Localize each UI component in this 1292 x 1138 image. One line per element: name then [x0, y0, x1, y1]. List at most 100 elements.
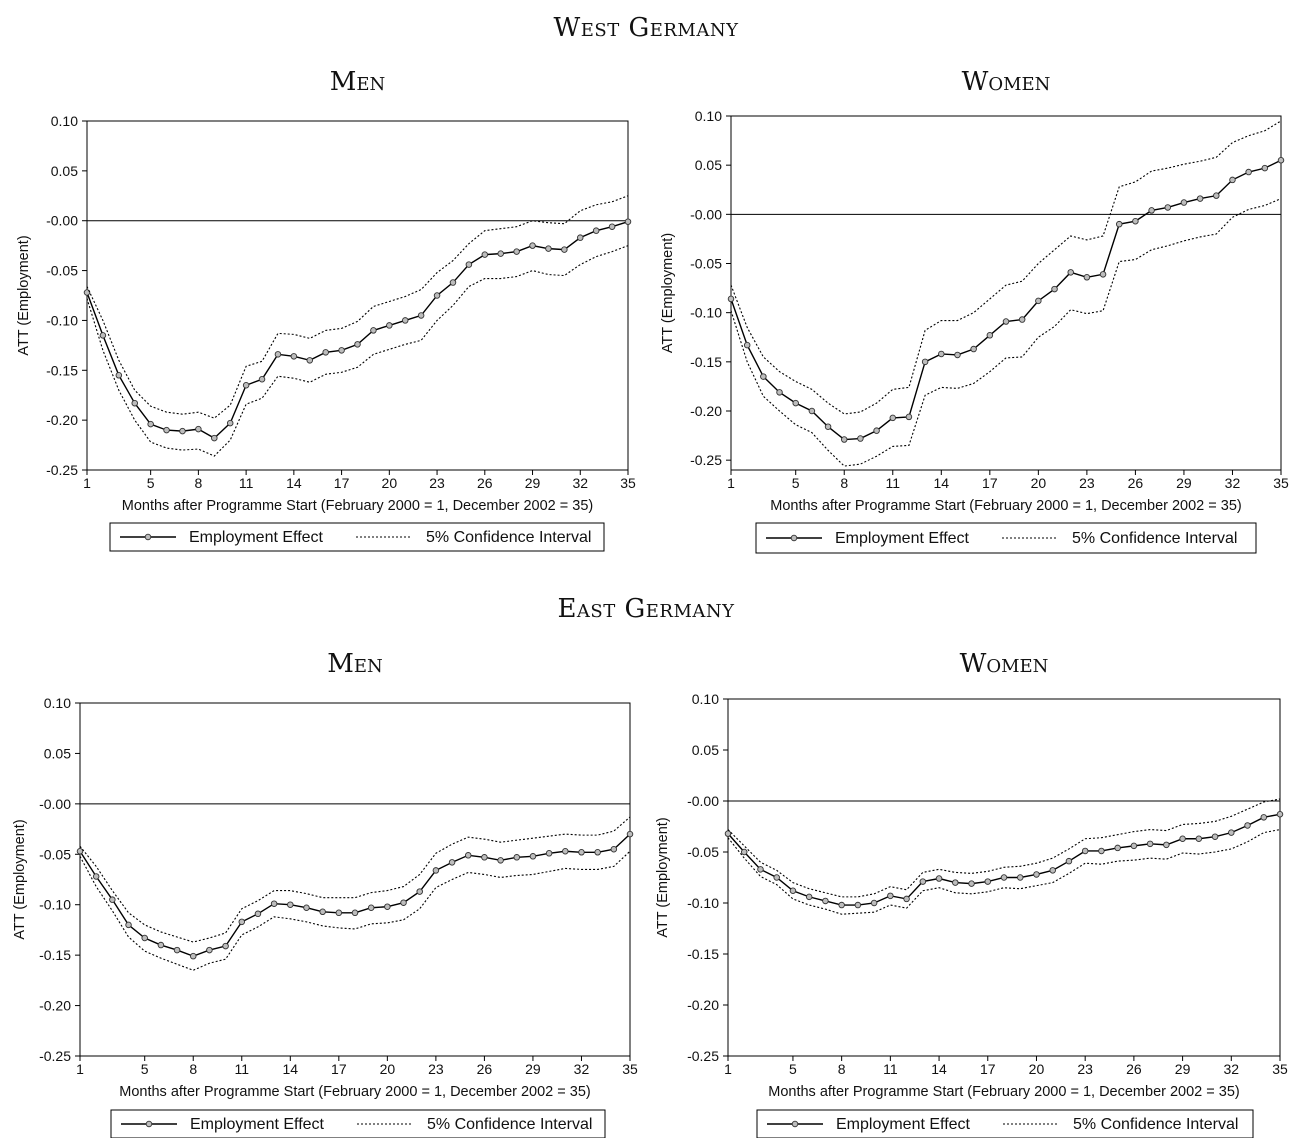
x-tick-label-west-women-9: 29	[1176, 475, 1192, 491]
data-point-east-women-2	[740, 848, 748, 856]
chart-west-women: Women 0.10 0.05 -0.00 -0.05 -0.10 -0.15 -0.20 -0…	[660, 67, 1289, 554]
data-point-west-men-35	[624, 218, 632, 225]
data-point-west-women-15	[954, 351, 961, 359]
data-point-east-men-23	[432, 867, 440, 874]
data-point-east-men-8	[189, 952, 197, 960]
data-point-west-women-35	[1277, 156, 1285, 164]
x-tick-label-east-men-1: 5	[141, 1061, 149, 1077]
data-point-west-women-8	[840, 436, 848, 443]
plot-frame-west-women	[730, 115, 1282, 471]
data-point-west-men-23	[433, 292, 441, 299]
y-axis-label-west-women: ATT (Employment)	[660, 233, 676, 353]
data-point-west-men-24	[449, 279, 457, 286]
data-point-east-men-25	[464, 852, 472, 859]
data-point-west-men-11	[242, 381, 250, 389]
y-tick-label-east-men-1: 0.05	[44, 745, 71, 761]
data-point-west-women-9	[857, 435, 864, 442]
chart-east-women: Women 0.10 0.05 -0.00 -0.05 -0.10 -0.15 -0.20 -0…	[655, 649, 1288, 1138]
y-tick-label-east-women-1: 0.05	[692, 742, 719, 758]
data-point-west-women-6	[808, 407, 816, 415]
data-point-east-women-15	[952, 879, 959, 886]
data-point-east-men-16	[319, 908, 326, 916]
data-point-east-men-3	[109, 896, 116, 903]
data-point-west-women-4	[776, 389, 783, 396]
x-tick-label-east-women-8: 26	[1126, 1061, 1142, 1077]
data-point-east-women-4	[773, 874, 780, 881]
data-point-east-women-32	[1228, 829, 1235, 836]
data-point-west-women-28	[1164, 204, 1172, 211]
legend-east-men: Employment Effect 5% Confidence Interval	[110, 1109, 606, 1138]
data-point-west-men-32	[577, 234, 584, 241]
data-point-east-men-29	[529, 853, 537, 860]
y-tick-label-east-women-0: 0.10	[692, 691, 719, 707]
data-point-west-men-33	[592, 227, 600, 234]
data-point-west-men-28	[513, 248, 520, 255]
data-point-east-women-29	[1179, 835, 1186, 842]
data-point-east-women-31	[1211, 833, 1219, 840]
data-point-west-women-30	[1196, 195, 1204, 202]
data-point-west-men-22	[417, 312, 425, 319]
y-tick-label-east-women-5: -0.15	[687, 946, 719, 962]
data-point-west-men-2	[99, 332, 107, 339]
data-point-east-men-24	[448, 859, 456, 866]
data-point-west-men-13	[274, 351, 282, 358]
legend-label-effect-east-men: Employment Effect	[190, 1116, 325, 1133]
plot-frame-west-men	[86, 120, 629, 471]
x-tick-label-east-men-5: 17	[331, 1061, 347, 1077]
x-tick-label-west-men-9: 29	[525, 475, 541, 491]
x-tick-label-east-women-7: 23	[1077, 1061, 1093, 1077]
ci-line-east-men-1	[79, 816, 631, 943]
data-point-west-women-10	[873, 427, 880, 434]
ci-line-east-men-2	[79, 850, 631, 971]
data-point-east-men-9	[206, 946, 213, 954]
data-point-east-women-5	[789, 887, 797, 895]
data-point-east-women-33	[1244, 822, 1251, 829]
data-point-east-men-28	[513, 854, 521, 861]
data-point-west-men-14	[290, 353, 298, 360]
y-tick-label-west-women-1: 0.05	[695, 157, 722, 173]
legend-label-ci-west-men: 5% Confidence Interval	[426, 529, 591, 546]
x-tick-label-west-women-4: 14	[934, 475, 950, 491]
data-point-east-men-15	[303, 904, 310, 911]
data-point-east-men-30	[545, 850, 553, 857]
y-tick-label-east-women-4: -0.10	[687, 895, 719, 911]
x-tick-label-east-men-8: 26	[477, 1061, 493, 1077]
y-tick-label-west-women-2: -0.00	[690, 206, 722, 222]
data-point-west-women-17	[986, 332, 994, 339]
data-point-east-men-27	[497, 857, 504, 864]
data-point-west-women-26	[1132, 217, 1139, 225]
data-point-east-women-28	[1163, 841, 1170, 849]
legend-west-men: Employment Effect 5% Confidence Interval	[109, 522, 605, 552]
legend-label-effect-west-men: Employment Effect	[189, 529, 324, 546]
x-tick-label-east-women-5: 17	[980, 1061, 996, 1077]
y-axis-label-east-men: ATT (Employment)	[12, 819, 28, 939]
x-axis-label-west-women: Months after Programme Start (February 2…	[770, 498, 1241, 514]
y-tick-label-west-women-7: -0.25	[690, 452, 722, 468]
x-axis-label-west-men: Months after Programme Start (February 2…	[122, 498, 593, 514]
effect-line-west-men	[86, 221, 629, 439]
data-point-east-men-32	[578, 849, 585, 856]
panel-title-east-women: Women	[960, 649, 1049, 679]
x-tick-label-west-women-10: 32	[1225, 475, 1241, 491]
data-point-west-men-4	[131, 399, 138, 407]
ci-line-east-women-2	[727, 829, 1281, 915]
ci-line-west-women-2	[730, 198, 1282, 467]
data-point-west-men-29	[529, 242, 536, 249]
data-point-east-women-1	[724, 830, 732, 837]
data-point-west-women-19	[1018, 316, 1026, 323]
data-point-east-men-26	[481, 854, 488, 861]
data-point-east-women-8	[838, 901, 845, 909]
y-tick-label-west-women-0: 0.10	[695, 108, 722, 124]
x-tick-label-west-men-5: 17	[334, 475, 350, 491]
x-tick-label-west-women-0: 1	[727, 475, 735, 491]
data-point-west-men-21	[401, 317, 409, 324]
y-axis-label-west-men: ATT (Employment)	[16, 235, 32, 355]
y-tick-label-east-men-5: -0.15	[39, 947, 71, 963]
x-tick-label-west-men-3: 11	[239, 475, 254, 491]
data-point-east-women-21	[1049, 867, 1056, 874]
data-point-west-women-27	[1148, 207, 1155, 214]
ci-line-west-women-1	[730, 120, 1282, 415]
y-tick-label-west-men-2: -0.00	[46, 213, 78, 229]
region-title-west: West Germany	[554, 13, 740, 43]
x-tick-label-east-men-6: 20	[380, 1061, 396, 1077]
